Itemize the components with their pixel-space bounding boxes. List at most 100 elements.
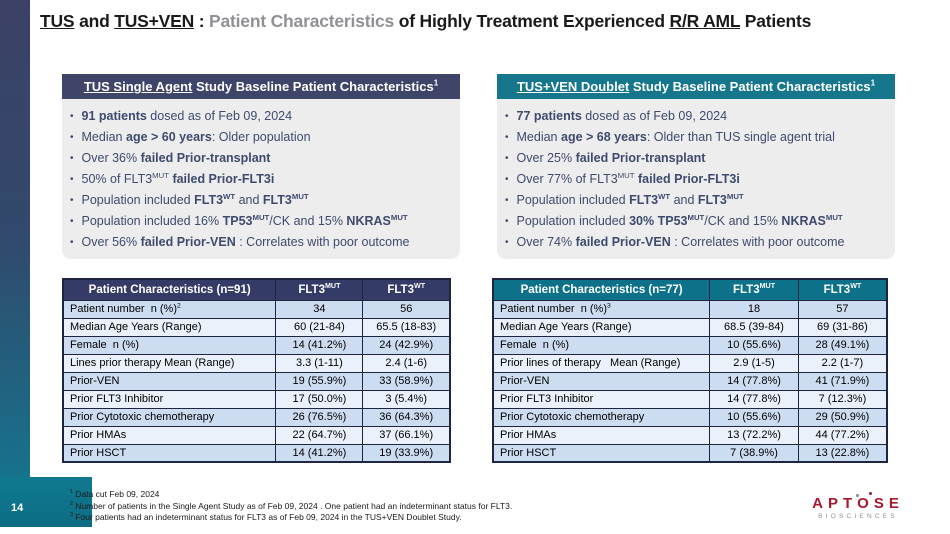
page-number: 14 bbox=[11, 502, 24, 514]
bullet-text: Population included 30% TP53MUT/CK and 1… bbox=[516, 212, 843, 228]
flt3wt-value: 57 bbox=[797, 299, 888, 319]
table-row: Prior HMAs 13 (72.2%) 44 (77.2%) bbox=[492, 425, 888, 445]
bullet-item: • 91 patients dosed as of Feb 09, 2024 bbox=[70, 106, 452, 127]
flt3wt-value: 2.2 (1-7) bbox=[797, 353, 888, 373]
bullet-text: Over 36% failed Prior-transplant bbox=[81, 151, 271, 165]
table-row: Female n (%) 14 (41.2%) 24 (42.9%) bbox=[62, 335, 451, 355]
flt3mut-value: 13 (72.2%) bbox=[709, 425, 799, 445]
row-label: Prior HSCT bbox=[62, 443, 277, 463]
row-label: Patient number n (%)2 bbox=[62, 299, 277, 319]
bullet-item: • Over 56% failed Prior-VEN : Correlates … bbox=[70, 232, 452, 253]
bullet-text: Population included FLT3WT and FLT3MUT bbox=[81, 191, 309, 207]
flt3wt-value: 19 (33.9%) bbox=[362, 443, 451, 463]
flt3mut-value: 17 (50.0%) bbox=[275, 389, 364, 409]
bullet-icon: • bbox=[70, 174, 74, 185]
bullet-text: Population included 16% TP53MUT/CK and 1… bbox=[81, 212, 408, 228]
table-header-flt3wt: FLT3WT bbox=[362, 278, 451, 301]
logo-tagline: BIOSCIENCES bbox=[818, 513, 898, 520]
bullet-icon: • bbox=[70, 195, 74, 206]
table-row: Prior FLT3 Inhibitor 17 (50.0%) 3 (5.4%) bbox=[62, 389, 451, 409]
table-header-flt3wt: FLT3WT bbox=[797, 278, 888, 301]
table-row: Median Age Years (Range) 60 (21-84) 65.5… bbox=[62, 317, 451, 337]
bullet-text: Over 25% failed Prior-transplant bbox=[516, 151, 706, 165]
bullet-icon: • bbox=[70, 132, 74, 143]
bullet-item: • 77 patients dosed as of Feb 09, 2024 bbox=[505, 106, 887, 127]
bullet-item: • Population included 30% TP53MUT/CK and … bbox=[505, 211, 887, 232]
aptose-logo: APTOSE BIOSCIENCES bbox=[802, 495, 914, 520]
doublet-table: Patient Characteristics (n=77) FLT3MUT F… bbox=[492, 278, 888, 463]
row-label: Prior HMAs bbox=[492, 425, 711, 445]
row-label: Prior Cytotoxic chemotherapy bbox=[62, 407, 277, 427]
bullet-icon: • bbox=[505, 174, 509, 185]
bullet-item: • Population included 16% TP53MUT/CK and … bbox=[70, 211, 452, 232]
table-row: Patient number n (%)3 18 57 bbox=[492, 299, 888, 319]
page-number-block: 14 bbox=[0, 477, 92, 527]
flt3mut-value: 14 (41.2%) bbox=[275, 335, 364, 355]
flt3wt-value: 7 (12.3%) bbox=[797, 389, 888, 409]
table-row: Prior FLT3 Inhibitor 14 (77.8%) 7 (12.3%… bbox=[492, 389, 888, 409]
tusven-bullet-list: • 77 patients dosed as of Feb 09, 2024 • Me… bbox=[497, 99, 895, 259]
logo-prefix: APT bbox=[812, 495, 858, 512]
table-header-characteristics: Patient Characteristics (n=91) bbox=[62, 278, 277, 301]
flt3mut-value: 10 (55.6%) bbox=[709, 335, 799, 355]
flt3wt-value: 56 bbox=[362, 299, 451, 319]
tus-panel-header: TUS Single Agent Study Baseline Patient … bbox=[62, 74, 460, 99]
bullet-text: Over 56% failed Prior-VEN : Correlates w… bbox=[81, 235, 410, 249]
flt3mut-value: 7 (38.9%) bbox=[709, 443, 799, 463]
flt3wt-value: 37 (66.1%) bbox=[362, 425, 451, 445]
table-row: Lines prior therapy Mean (Range) 3.3 (1-… bbox=[62, 353, 451, 373]
row-label: Prior FLT3 Inhibitor bbox=[492, 389, 711, 409]
flt3mut-value: 10 (55.6%) bbox=[709, 407, 799, 427]
row-label: Prior-VEN bbox=[62, 371, 277, 391]
row-label: Lines prior therapy Mean (Range) bbox=[62, 353, 277, 373]
footnote-line: 2 Number of patients in the Single Agent… bbox=[70, 500, 513, 511]
bullet-item: • Over 25% failed Prior-transplant bbox=[505, 148, 887, 169]
table-header-row: Patient Characteristics (n=91) FLT3MUT F… bbox=[62, 278, 451, 301]
bullet-item: • Population included FLT3WT and FLT3MUT bbox=[70, 190, 452, 211]
flt3wt-value: 69 (31-86) bbox=[797, 317, 888, 337]
tus-bullet-list: • 91 patients dosed as of Feb 09, 2024 • Me… bbox=[62, 99, 460, 259]
flt3wt-value: 13 (22.8%) bbox=[797, 443, 888, 463]
bullet-item: • 50% of FLT3MUT failed Prior-FLT3i bbox=[70, 169, 452, 190]
flt3wt-value: 41 (71.9%) bbox=[797, 371, 888, 391]
doublet-table-head: Patient Characteristics (n=77) FLT3MUT F… bbox=[492, 278, 888, 301]
table-row: Prior HMAs 22 (64.7%) 37 (66.1%) bbox=[62, 425, 451, 445]
table-header-characteristics: Patient Characteristics (n=77) bbox=[492, 278, 711, 301]
footnote-line: 1 Data cut Feb 09, 2024 bbox=[70, 489, 160, 499]
table-header-flt3mut: FLT3MUT bbox=[709, 278, 799, 301]
bullet-text: 91 patients dosed as of Feb 09, 2024 bbox=[81, 109, 293, 123]
flt3mut-value: 14 (77.8%) bbox=[709, 371, 799, 391]
row-label: Female n (%) bbox=[62, 335, 277, 355]
flt3mut-value: 34 bbox=[275, 299, 364, 319]
bullet-text: Median age > 60 years: Older population bbox=[81, 130, 311, 144]
table-row: Prior lines of therapy Mean (Range) 2.9 … bbox=[492, 353, 888, 373]
flt3mut-value: 14 (41.2%) bbox=[275, 443, 364, 463]
logo-wordmark: APTOSE bbox=[802, 495, 914, 512]
row-label: Female n (%) bbox=[492, 335, 711, 355]
bullet-item: • Over 36% failed Prior-transplant bbox=[70, 148, 452, 169]
row-label: Prior HSCT bbox=[492, 443, 711, 463]
bullet-item: • Median age > 60 years: Older population bbox=[70, 127, 452, 148]
single-agent-table-head: Patient Characteristics (n=91) FLT3MUT F… bbox=[62, 278, 451, 301]
row-label: Median Age Years (Range) bbox=[492, 317, 711, 337]
row-label: Prior Cytotoxic chemotherapy bbox=[492, 407, 711, 427]
flt3wt-value: 33 (58.9%) bbox=[362, 371, 451, 391]
flt3wt-value: 24 (42.9%) bbox=[362, 335, 451, 355]
bullet-text: Over 74% failed Prior-VEN : Correlates w… bbox=[516, 235, 845, 249]
row-label: Patient number n (%)3 bbox=[492, 299, 711, 319]
row-label: Prior lines of therapy Mean (Range) bbox=[492, 353, 711, 373]
bullet-icon: • bbox=[505, 111, 509, 122]
row-label: Prior-VEN bbox=[492, 371, 711, 391]
bullet-item: • Population included FLT3WT and FLT3MUT bbox=[505, 190, 887, 211]
table-row: Prior-VEN 19 (55.9%) 33 (58.9%) bbox=[62, 371, 451, 391]
bullet-icon: • bbox=[505, 195, 509, 206]
left-accent-bar bbox=[0, 0, 30, 527]
single-agent-table: Patient Characteristics (n=91) FLT3MUT F… bbox=[62, 278, 451, 463]
tusven-panel-header: TUS+VEN Doublet Study Baseline Patient C… bbox=[497, 74, 895, 99]
table-row: Median Age Years (Range) 68.5 (39-84) 69… bbox=[492, 317, 888, 337]
flt3mut-value: 2.9 (1-5) bbox=[709, 353, 799, 373]
bullet-text: Over 77% of FLT3MUT failed Prior-FLT3i bbox=[516, 170, 740, 186]
bullet-icon: • bbox=[70, 153, 74, 164]
footnotes: 1 Data cut Feb 09, 2024 2 Number of patie… bbox=[70, 489, 512, 524]
bullet-text: Population included FLT3WT and FLT3MUT bbox=[516, 191, 744, 207]
